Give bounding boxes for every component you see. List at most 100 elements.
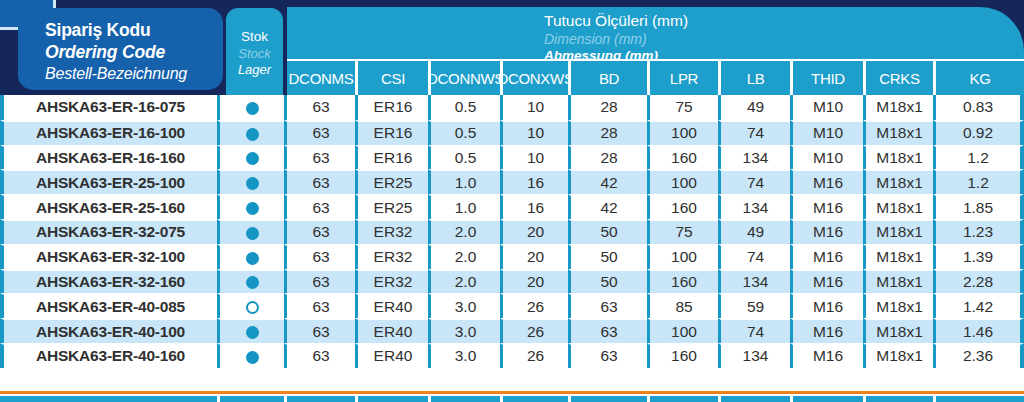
stock-filled-circle-icon (246, 326, 259, 339)
cell-dconxws: 26 (500, 343, 568, 368)
cell-dconms: 63 (284, 169, 355, 194)
cell-lpr: 75 (647, 95, 718, 120)
cell-thid: M16 (790, 293, 863, 318)
ordering-code-cell: AHSKA63-ER-40-160 (0, 343, 217, 368)
stock-filled-circle-icon (246, 152, 259, 165)
cell-crks: M18x1 (863, 194, 933, 219)
cell-kg: 1.85 (933, 194, 1024, 219)
cell-kg: 1.23 (933, 219, 1024, 244)
stock-filled-circle-icon (246, 351, 259, 364)
next-section-cell-top (718, 396, 790, 402)
dimension-column-headers: DCONMSCSIDCONNWSDCONXWSBDLPRLBTHIDCRKSKG (287, 59, 1024, 95)
next-section-cell-top (0, 396, 217, 402)
ordering-code-cell: AHSKA63-ER-25-100 (0, 169, 217, 194)
cell-csi: ER40 (355, 293, 428, 318)
next-section-cell-top (933, 396, 1024, 402)
cell-lb: 74 (718, 318, 790, 343)
cell-dconms: 63 (284, 145, 355, 170)
cell-dconms: 63 (284, 318, 355, 343)
dimensions-title-tr: Tutucu Ölçüleri (mm) (544, 12, 1024, 31)
table-row: AHSKA63-ER-40-100 63ER403.0266310074M16M… (0, 318, 1024, 343)
stock-cell (217, 120, 284, 145)
cell-dconms: 63 (284, 194, 355, 219)
column-header-dconxws: DCONXWS (500, 61, 568, 95)
cell-crks: M18x1 (863, 219, 933, 244)
cell-thid: M16 (790, 194, 863, 219)
cell-lpr: 100 (647, 318, 718, 343)
stock-cell (217, 269, 284, 294)
cell-thid: M10 (790, 145, 863, 170)
cell-lpr: 100 (647, 120, 718, 145)
cell-kg: 1.39 (933, 244, 1024, 269)
table-row: AHSKA63-ER-32-075 63ER322.020507549M16M1… (0, 219, 1024, 244)
cell-dconnws: 1.0 (428, 194, 500, 219)
cell-csi: ER32 (355, 219, 428, 244)
cell-lb: 49 (718, 219, 790, 244)
stock-cell (217, 293, 284, 318)
next-section-cell-top (500, 396, 568, 402)
cell-lpr: 160 (647, 343, 718, 368)
ordering-code-title-tr: Sipariş Kodu (45, 19, 223, 41)
cell-dconxws: 26 (500, 318, 568, 343)
ordering-code-cell: AHSKA63-ER-32-075 (0, 219, 217, 244)
cell-dconxws: 26 (500, 293, 568, 318)
stock-open-circle-icon (246, 301, 259, 314)
stock-cell (217, 244, 284, 269)
cell-dconxws: 10 (500, 120, 568, 145)
cell-thid: M16 (790, 318, 863, 343)
ordering-code-cell: AHSKA63-ER-25-160 (0, 194, 217, 219)
cell-bd: 42 (568, 169, 647, 194)
stock-column-header: Stok Stock Lager (226, 8, 283, 95)
cell-lpr: 160 (647, 145, 718, 170)
ordering-code-cell: AHSKA63-ER-40-100 (0, 318, 217, 343)
cell-lpr: 100 (647, 169, 718, 194)
ordering-code-cell: AHSKA63-ER-40-085 (0, 293, 217, 318)
cell-crks: M18x1 (863, 120, 933, 145)
cell-lpr: 100 (647, 244, 718, 269)
column-header-bd: BD (568, 61, 647, 95)
next-section-cell-top (284, 396, 355, 402)
column-header-dconms: DCONMS (287, 61, 355, 95)
cell-thid: M16 (790, 244, 863, 269)
table-row: AHSKA63-ER-40-085 63ER403.026638559M16M1… (0, 293, 1024, 318)
cell-dconxws: 16 (500, 194, 568, 219)
cell-dconxws: 16 (500, 169, 568, 194)
table-header-band: Sipariş Kodu Ordering Code Bestell-Bezei… (0, 0, 1024, 95)
column-header-thid: THID (790, 61, 863, 95)
cell-csi: ER16 (355, 95, 428, 120)
dimensions-header: Tutucu Ölçüleri (mm) Dimension (mm) Abme… (287, 7, 1024, 95)
cell-kg: 2.36 (933, 343, 1024, 368)
column-header-kg: KG (933, 61, 1024, 95)
cell-bd: 50 (568, 269, 647, 294)
cell-csi: ER16 (355, 145, 428, 170)
cell-lb: 59 (718, 293, 790, 318)
cell-thid: M16 (790, 343, 863, 368)
cell-dconxws: 10 (500, 95, 568, 120)
cell-kg: 1.2 (933, 169, 1024, 194)
cell-kg: 1.2 (933, 145, 1024, 170)
stock-cell (217, 145, 284, 170)
cell-dconnws: 2.0 (428, 244, 500, 269)
cell-kg: 0.83 (933, 95, 1024, 120)
cell-dconnws: 3.0 (428, 293, 500, 318)
cell-lpr: 85 (647, 293, 718, 318)
cell-thid: M16 (790, 269, 863, 294)
cell-dconxws: 10 (500, 145, 568, 170)
table-row: AHSKA63-ER-40-160 63ER403.02663160134M16… (0, 343, 1024, 368)
cell-bd: 28 (568, 95, 647, 120)
next-section-cell-top (568, 396, 647, 402)
cell-dconnws: 3.0 (428, 318, 500, 343)
table-row: AHSKA63-ER-25-100 63ER251.0164210074M16M… (0, 169, 1024, 194)
cell-dconms: 63 (284, 343, 355, 368)
cell-dconxws: 20 (500, 269, 568, 294)
ordering-code-cell: AHSKA63-ER-32-100 (0, 244, 217, 269)
cell-bd: 28 (568, 145, 647, 170)
cell-kg: 2.28 (933, 269, 1024, 294)
stock-filled-circle-icon (246, 227, 259, 240)
table-row: AHSKA63-ER-32-160 63ER322.02050160134M16… (0, 269, 1024, 294)
table-row: AHSKA63-ER-16-100 63ER160.5102810074M10M… (0, 120, 1024, 145)
cell-bd: 63 (568, 343, 647, 368)
cell-dconxws: 20 (500, 244, 568, 269)
column-header-lpr: LPR (647, 61, 718, 95)
table-row: AHSKA63-ER-32-100 63ER322.0205010074M16M… (0, 244, 1024, 269)
